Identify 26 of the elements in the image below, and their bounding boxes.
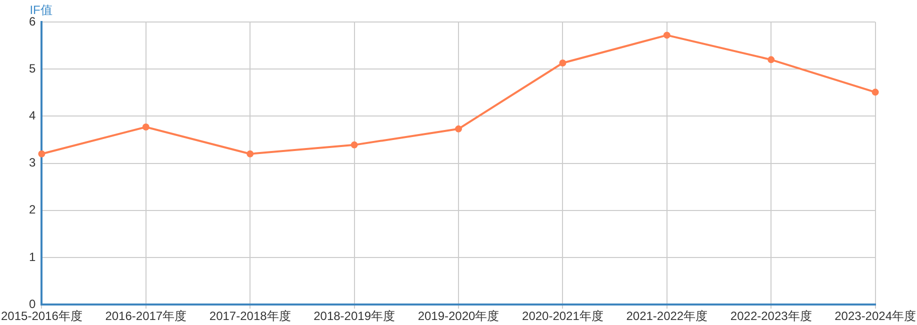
y-tick-label: 6 (29, 14, 36, 28)
x-tick-label: 2019-2020年度 (418, 309, 500, 324)
point (246, 150, 254, 158)
y-tick-label: 1 (29, 250, 36, 264)
point (663, 32, 670, 39)
point (559, 59, 566, 66)
x-tick-label: 2017-2018年度 (209, 309, 291, 324)
point (872, 88, 879, 96)
x-tick-label: 2016-2017年度 (105, 309, 187, 324)
point (455, 125, 462, 132)
x-tick-label: 2015-2016年度 (1, 309, 82, 324)
x-tick-label: 2022-2023年度 (730, 309, 812, 324)
y-axis-title: IF值 (30, 3, 52, 17)
y-tick-label: 4 (29, 108, 36, 123)
y-tick-label: 2 (29, 202, 36, 217)
y-tick-label: 0 (29, 296, 36, 311)
point (768, 56, 775, 64)
point (38, 150, 46, 158)
x-tick-label: 2023-2024年度 (834, 309, 916, 324)
point (350, 141, 358, 148)
y-tick-label: 3 (29, 156, 36, 170)
x-tick-label: 2020-2021年度 (522, 309, 604, 324)
x-tick-label: 2021-2022年度 (626, 309, 708, 324)
y-tick-label: 5 (29, 61, 36, 76)
point (142, 124, 150, 131)
x-tick-label: 2018-2019年度 (314, 309, 395, 324)
